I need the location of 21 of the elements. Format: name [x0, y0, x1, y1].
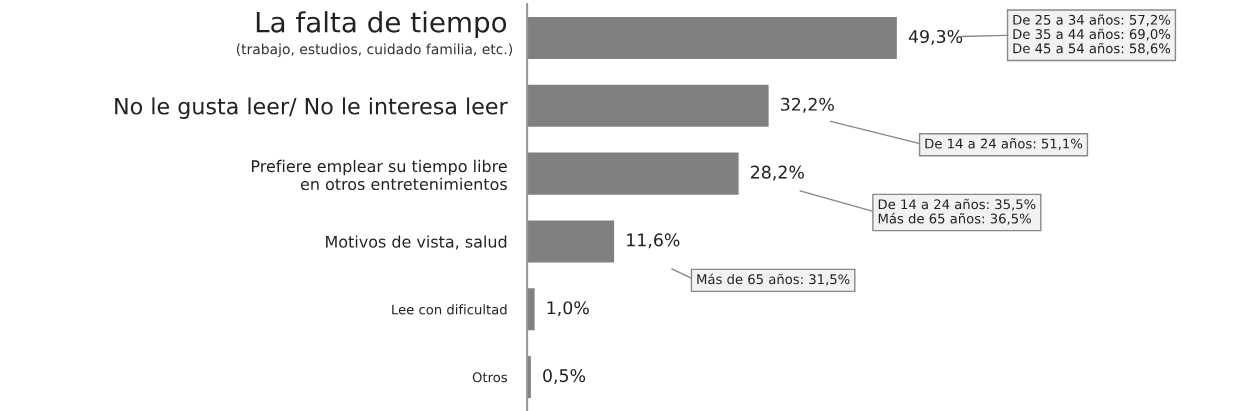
bar [527, 16, 897, 60]
y-tick-label: No le gusta leer/ No le interesa leer [115, 97, 508, 119]
data-label: 11,6% [627, 233, 680, 249]
text: De 25 a 34 años: 57,2% De 35 a 44 años: 69,0% De 45 a 54 años: 58,6% [1013, 14, 1171, 55]
y-tick-label: Prefiere emplear su tiempo libre en otros entretenimientos [251, 159, 507, 191]
data-label: 0,5% [543, 369, 586, 384]
data-label: 49,3% [908, 29, 963, 45]
data-label: 28,2% [751, 165, 804, 181]
y-tick-label: Lee con dificultad [392, 304, 507, 315]
y-tick-label: Motivos de vista, salud [326, 235, 507, 250]
y-tick-label: Otros [472, 372, 508, 383]
bar [527, 220, 615, 263]
category-label: La falta de tiempo (trabajo, estudios, cuidado familia, etc.) [236, 11, 513, 58]
bar [527, 84, 769, 127]
data-label: 32,2% [781, 97, 834, 113]
bar [527, 152, 739, 195]
data-label: 1,0% [547, 301, 589, 317]
annotation: Más de 65 años: 31,5% [697, 273, 850, 286]
annotation: De 14 a 24 años: 35,5% Más de 65 años: 36,5% [878, 198, 1036, 225]
text: De 14 a 24 años: 51,1% [925, 138, 1083, 150]
bar [527, 288, 535, 331]
